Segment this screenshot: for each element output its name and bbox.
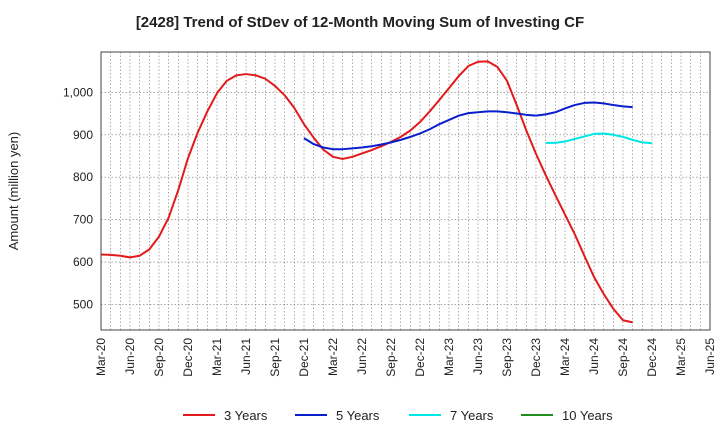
legend-label-3-years: 3 Years — [224, 408, 268, 423]
series-layer — [100, 60, 653, 324]
legend-label-10-years: 10 Years — [562, 408, 613, 423]
series-line-5-years — [303, 101, 633, 151]
chart-title: [2428] Trend of StDev of 12-Month Moving… — [135, 14, 585, 31]
x-tick-label: Mar-20 — [94, 338, 108, 376]
x-tick-label: Dec-23 — [529, 338, 543, 377]
plot-frame — [100, 51, 711, 331]
x-tick-label: Sep-24 — [616, 338, 630, 377]
x-tick-label: Mar-21 — [210, 338, 224, 376]
series-line-7-years — [545, 132, 653, 145]
y-tick-label: 600 — [73, 255, 93, 269]
x-tick-label: Sep-21 — [268, 338, 282, 377]
x-tick-label: Dec-20 — [181, 338, 195, 377]
y-tick-label: 900 — [73, 128, 93, 142]
x-tick-label: Jun-24 — [587, 338, 601, 375]
tick-labels: 500 600 700 800 900 1,000 Mar-20 Jun-20 Sep-20 De… — [63, 85, 717, 376]
x-tick-label: Jun-21 — [239, 338, 253, 375]
x-tick-label: Sep-23 — [500, 338, 514, 377]
x-tick-label: Jun-20 — [123, 338, 137, 375]
series-line-3-years — [100, 60, 633, 324]
legend-label-5-years: 5 Years — [336, 408, 380, 423]
x-tick-label: Dec-24 — [645, 338, 659, 377]
x-tick-label: Jun-22 — [355, 338, 369, 375]
x-tick-label: Mar-22 — [326, 338, 340, 376]
x-tick-label: Jun-23 — [471, 338, 485, 375]
x-tick-label: Sep-22 — [384, 338, 398, 377]
legend-label-7-years: 7 Years — [450, 408, 494, 423]
y-tick-label: 700 — [73, 213, 93, 227]
y-axis-label: Amount (million yen) — [6, 132, 21, 251]
y-tick-label: 800 — [73, 170, 93, 184]
grid — [101, 52, 710, 330]
x-tick-label: Dec-21 — [297, 338, 311, 377]
legend: 3 Years 5 Years 7 Years 10 Years — [183, 408, 613, 423]
x-tick-label: Dec-22 — [413, 338, 427, 377]
x-tick-label: Sep-20 — [152, 338, 166, 377]
y-tick-label: 500 — [73, 298, 93, 312]
x-tick-label: Mar-24 — [558, 338, 572, 376]
x-tick-label: Mar-23 — [442, 338, 456, 376]
y-tick-label: 1,000 — [63, 85, 93, 99]
x-tick-label: Mar-25 — [674, 338, 688, 376]
x-tick-label: Jun-25 — [703, 338, 717, 375]
